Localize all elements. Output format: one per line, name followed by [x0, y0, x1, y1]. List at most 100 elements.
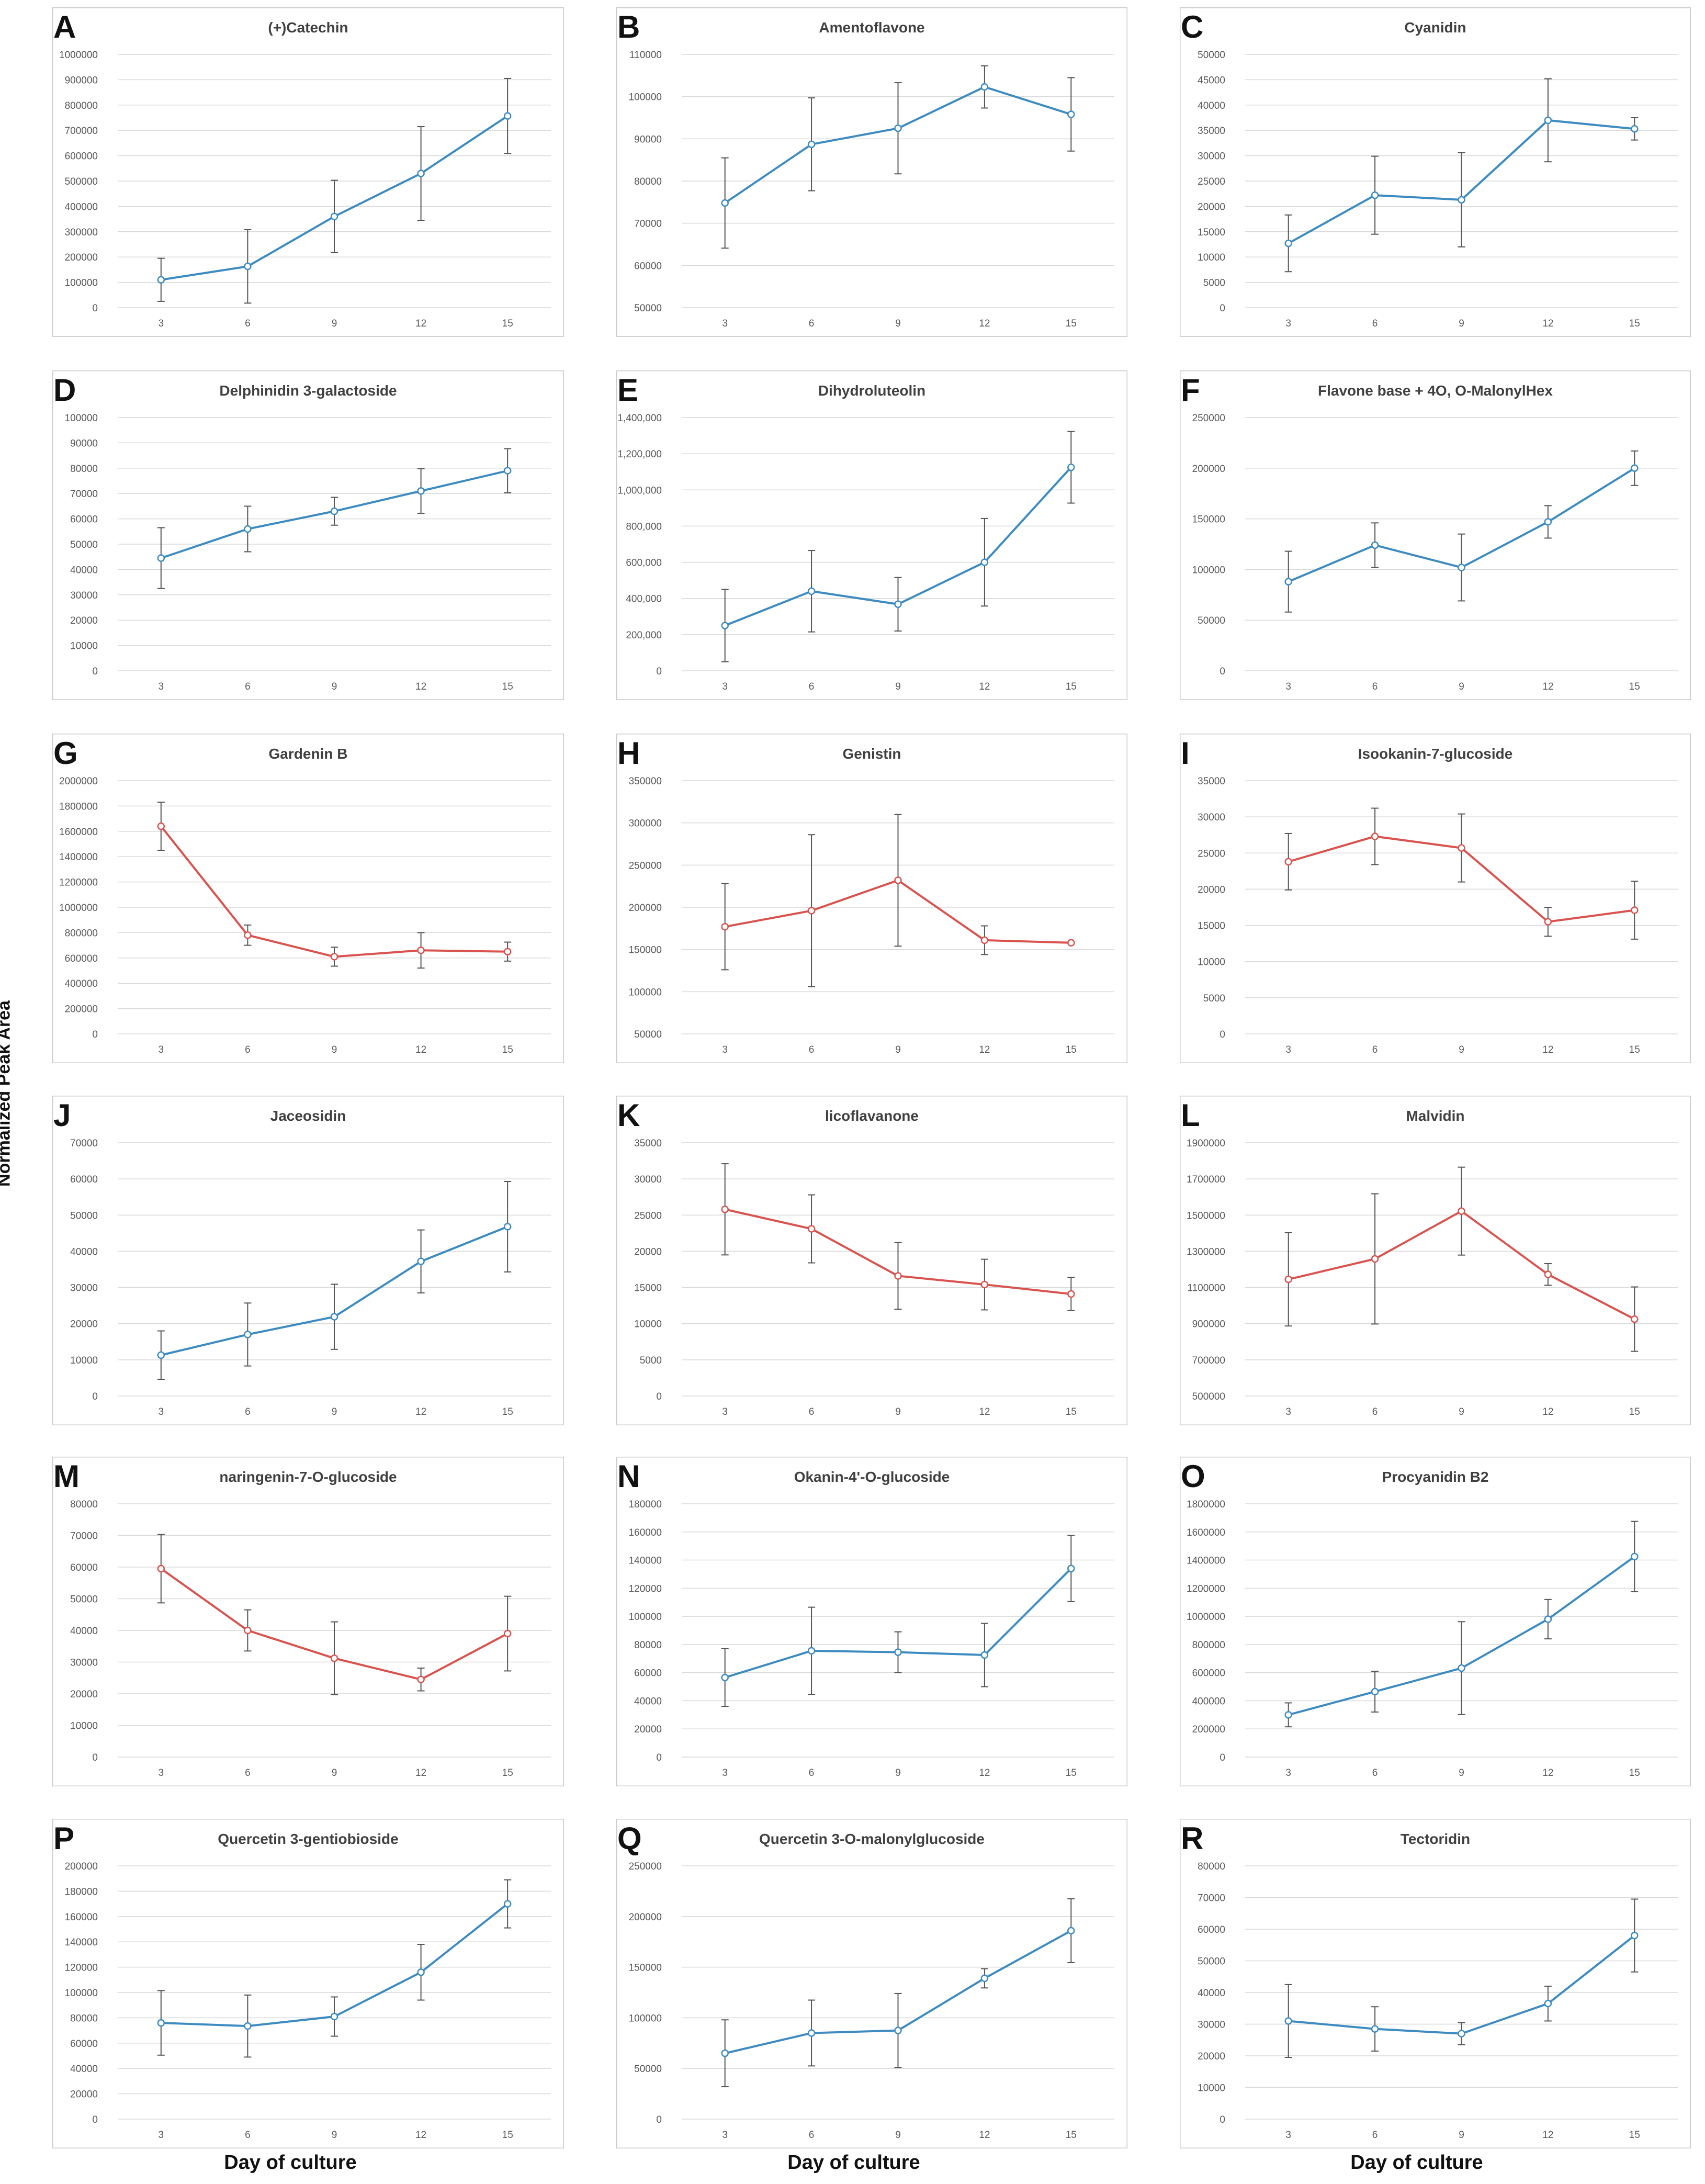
y-tick-label: 200000 [65, 252, 98, 263]
y-tick-label: 140000 [65, 1937, 98, 1948]
x-tick-label: 12 [979, 681, 990, 692]
panel-letter: E [617, 373, 638, 408]
y-tick-label: 20000 [1198, 2051, 1225, 2062]
y-tick-label: 60000 [70, 2039, 98, 2050]
x-tick-label: 9 [332, 318, 337, 329]
y-tick-label: 120000 [65, 1963, 98, 1974]
y-tick-label: 400000 [65, 978, 98, 989]
data-point [721, 622, 729, 629]
y-tick-label: 30000 [1198, 812, 1225, 823]
y-tick-label: 5000 [1203, 993, 1225, 1004]
y-tick-label: 100000 [629, 92, 662, 103]
data-point [807, 140, 816, 149]
x-tick-label: 15 [1629, 1768, 1640, 1778]
y-tick-label: 800,000 [626, 521, 662, 532]
data-point [157, 2019, 165, 2027]
panel-letter: J [53, 1098, 71, 1133]
x-tick-label: 12 [1542, 2130, 1553, 2141]
x-tick-label: 3 [159, 1406, 164, 1417]
chart-panel-q: Q Quercetin 3-O-malonylglucoside 0 50000 100… [616, 1819, 1127, 2148]
x-axis-label-col1: Day of culture [224, 2152, 357, 2174]
x-tick-label: 3 [722, 681, 728, 692]
panel-letter: D [53, 373, 76, 408]
data-point [330, 2012, 338, 2021]
x-tick-label: 3 [1285, 1768, 1291, 1778]
data-point [980, 936, 989, 944]
y-tick-label: 40000 [70, 565, 98, 576]
x-tick-label: 15 [1629, 318, 1640, 329]
x-tick-label: 9 [1459, 2130, 1464, 2141]
panel-letter: P [53, 1821, 74, 1856]
chart-panel-l: L Malvidin 500000 700000 900000 1100000 130000… [1180, 1096, 1691, 1425]
y-tick-label: 100000 [629, 987, 662, 998]
data-point [980, 558, 989, 566]
y-tick-label: 10000 [70, 1721, 98, 1732]
y-tick-label: 1100000 [1187, 1283, 1225, 1294]
data-point [807, 1647, 816, 1655]
x-tick-label: 9 [332, 1044, 337, 1055]
panel-border [52, 7, 564, 337]
y-tick-label: 1400000 [59, 852, 98, 863]
x-tick-label: 9 [1459, 681, 1464, 692]
x-tick-label: 9 [895, 681, 901, 692]
y-tick-label: 100000 [65, 413, 98, 424]
y-tick-label: 50000 [70, 1210, 98, 1221]
data-point [807, 907, 816, 915]
y-tick-label: 180000 [629, 1499, 662, 1510]
chart-panel-a: A (+)Catechin 0 100000 200000 300000 400000 500… [52, 7, 564, 337]
data-point [1631, 1552, 1639, 1561]
chart-panel-h: H Genistin 50000 100000 150000 200000 250000 30… [616, 734, 1127, 1063]
x-tick-label: 6 [809, 681, 815, 692]
chart-panel-f: F Flavone base + 4O, O-MalonylHex 0 50000 10… [1180, 370, 1691, 700]
data-point [980, 83, 989, 91]
x-tick-label: 9 [895, 2130, 901, 2141]
y-tick-label: 20000 [70, 1319, 98, 1330]
y-tick-label: 100000 [629, 2013, 662, 2024]
y-tick-label: 30000 [70, 1283, 98, 1294]
y-tick-label: 30000 [70, 590, 98, 601]
x-tick-label: 12 [979, 1406, 990, 1417]
panel-letter: O [1181, 1459, 1205, 1494]
data-point [417, 1257, 425, 1266]
data-point [721, 922, 729, 931]
x-tick-label: 9 [1459, 1768, 1464, 1778]
y-tick-label: 25000 [1198, 848, 1225, 859]
x-axis-label-col2: Day of culture [787, 2152, 920, 2174]
data-point [807, 2029, 816, 2037]
data-point [1458, 1207, 1465, 1215]
y-tick-label: 50000 [70, 539, 98, 550]
data-point [721, 2049, 729, 2057]
chart-panel-e: E Dihydroluteolin 0 200,000 400,000 600,000 80… [616, 370, 1127, 700]
data-point [894, 124, 902, 132]
data-point [894, 2027, 902, 2034]
y-tick-label: 700000 [65, 126, 98, 137]
y-tick-label: 160000 [65, 1912, 98, 1923]
y-tick-label: 1700000 [1187, 1174, 1225, 1185]
y-tick-label: 800000 [1192, 1640, 1225, 1651]
data-point [721, 1205, 729, 1213]
y-tick-label: 50000 [634, 1029, 662, 1040]
y-tick-label: 35000 [1198, 776, 1225, 787]
x-tick-label: 12 [415, 681, 426, 692]
chart-panel-r: R Tectoridin 0 10000 20000 30000 40000 50000 600… [1180, 1819, 1691, 2148]
panel-border [1180, 370, 1691, 700]
chart-title: Genistin [842, 746, 901, 762]
x-tick-label: 6 [245, 1044, 251, 1055]
panel-border [52, 1819, 564, 2148]
x-tick-label: 9 [1459, 1406, 1464, 1417]
y-tick-label: 200000 [1192, 464, 1225, 475]
y-tick-label: 350000 [629, 776, 662, 787]
y-tick-label: 90000 [634, 134, 662, 145]
y-tick-label: 20000 [70, 1689, 98, 1700]
x-tick-label: 15 [1629, 1406, 1640, 1417]
y-tick-label: 60000 [634, 261, 662, 272]
data-point [503, 948, 512, 955]
y-tick-label: 110000 [629, 50, 662, 61]
data-point [1284, 2017, 1292, 2025]
panel-border [52, 1096, 564, 1425]
chart-title: Isookanin-7-glucoside [1358, 746, 1513, 762]
y-tick-label: 20000 [634, 1724, 662, 1735]
chart-title: Okanin-4'-O-glucoside [794, 1469, 950, 1485]
x-tick-label: 15 [1066, 681, 1077, 692]
y-tick-label: 50000 [634, 303, 662, 314]
